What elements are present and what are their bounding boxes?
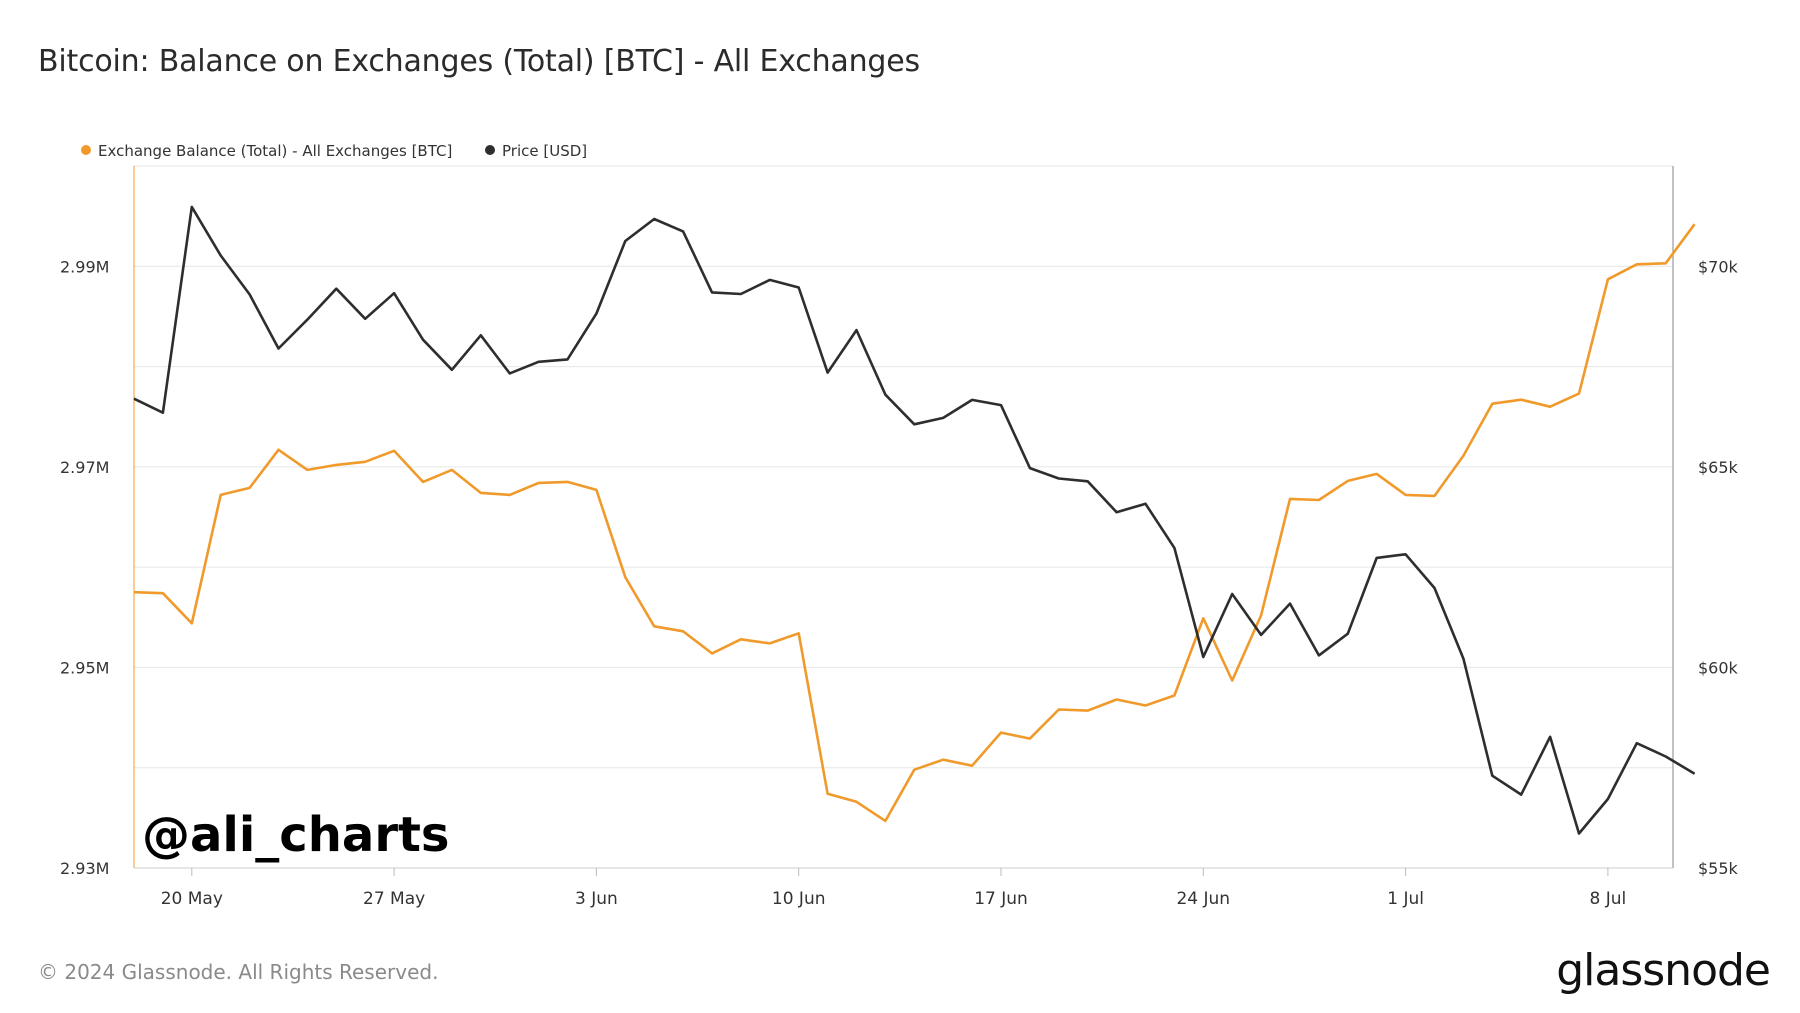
legend[interactable]: Exchange Balance (Total) - All Exchanges…	[81, 142, 587, 160]
x-tick-label: 3 Jun	[575, 889, 618, 909]
copyright-footer: © 2024 Glassnode. All Rights Reserved.	[38, 960, 439, 984]
legend-marker	[81, 145, 91, 155]
y-right-tick-label: $60k	[1698, 658, 1739, 677]
chart-title: Bitcoin: Balance on Exchanges (Total) [B…	[38, 44, 920, 79]
x-tick-label: 1 Jul	[1387, 889, 1424, 909]
x-tick-label: 24 Jun	[1176, 889, 1230, 909]
axes	[133, 166, 1674, 869]
y-left-tick-label: 2.97M	[60, 458, 109, 477]
x-tick-label: 20 May	[161, 889, 223, 909]
x-tick-label: 27 May	[363, 889, 425, 909]
gridlines	[134, 165, 1673, 769]
legend-label[interactable]: Exchange Balance (Total) - All Exchanges…	[98, 142, 452, 160]
x-tick-label: 8 Jul	[1590, 889, 1627, 909]
x-tick-label: 10 Jun	[772, 889, 826, 909]
legend-label[interactable]: Price [USD]	[502, 142, 587, 160]
x-tick-label: 17 Jun	[974, 889, 1028, 909]
y-right-tick-label: $65k	[1698, 458, 1739, 477]
y-left-tick-label: 2.93M	[60, 859, 109, 878]
legend-marker	[485, 145, 495, 155]
tick-labels: 2.93M 2.95M 2.97M 2.99M $55k $60k $65k $70k 20 M…	[60, 257, 1739, 909]
y-left-tick-label: 2.95M	[60, 658, 109, 677]
watermark: @ali_charts	[142, 807, 450, 863]
glassnode-logo[interactable]: glassnode	[1556, 945, 1771, 996]
price-series-line[interactable]	[133, 205, 1696, 835]
y-right-tick-label: $55k	[1698, 859, 1739, 878]
y-left-tick-label: 2.99M	[60, 257, 109, 276]
y-right-tick-label: $70k	[1698, 257, 1739, 276]
balance-series-line[interactable]	[133, 223, 1696, 823]
series-lines[interactable]	[133, 205, 1696, 835]
